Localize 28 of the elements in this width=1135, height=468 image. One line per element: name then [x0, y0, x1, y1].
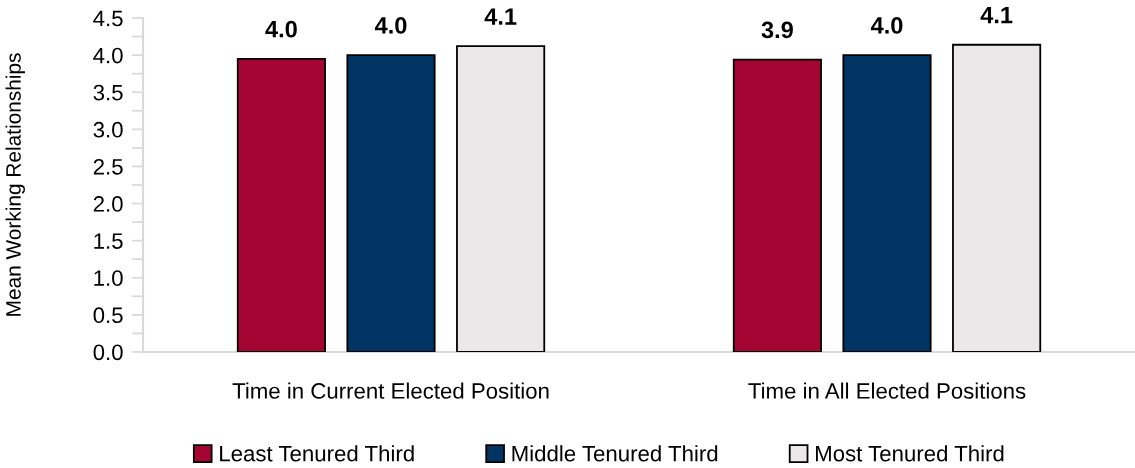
bar	[732, 58, 822, 352]
y-axis-title: Mean Working Relationships	[5, 53, 25, 316]
y-tick-label: 1.0	[94, 270, 123, 286]
legend-label: Middle Tenured Third	[512, 445, 718, 462]
data-label: 4.0	[374, 17, 407, 34]
bar	[952, 43, 1042, 352]
y-tick-label: 1.5	[94, 233, 123, 249]
y-tick-label: 3.0	[93, 121, 123, 138]
data-label: 4.0	[870, 17, 903, 34]
y-tick-label: 4.0	[93, 47, 123, 64]
legend-label: Least Tenured Third	[220, 445, 414, 462]
y-tick-label: 2.5	[93, 158, 123, 175]
y-tick-label: 2.0	[93, 196, 123, 212]
bar	[456, 45, 546, 352]
y-tick-label: 3.5	[93, 84, 123, 101]
x-tick-label: Time in Current Elected Position	[232, 382, 549, 399]
bar	[346, 54, 436, 352]
data-label: 4.1	[484, 8, 517, 25]
y-tick-label: 0.5	[93, 307, 123, 324]
bar	[236, 57, 326, 352]
data-label: 3.9	[761, 21, 793, 39]
y-tick-label: 0.0	[93, 344, 123, 361]
x-tick-label: Time in All Elected Positions	[748, 382, 1026, 399]
bar	[842, 54, 932, 352]
y-tick-label: 4.5	[93, 10, 123, 27]
data-label: 4.1	[980, 6, 1013, 24]
data-label: 4.0	[265, 20, 297, 38]
legend-label: Most Tenured Third	[816, 445, 1004, 462]
